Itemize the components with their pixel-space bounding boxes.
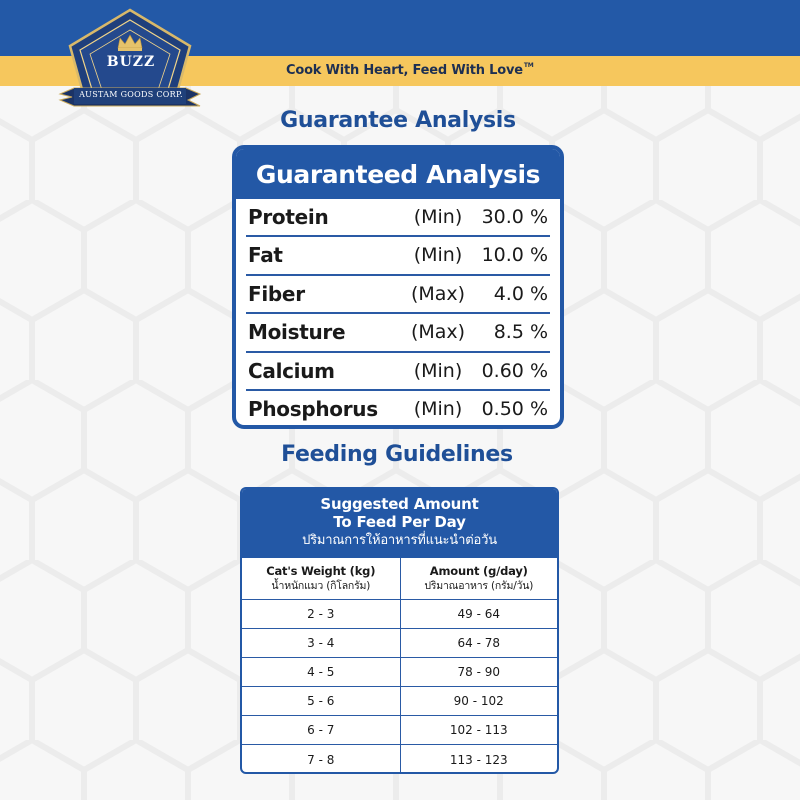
feeding-title-thai: ปริมาณการให้อาหารที่แนะนำต่อวัน (302, 533, 497, 548)
logo-ribbon-text: AUSTAM GOODS CORP. (79, 90, 183, 99)
feeding-guidelines-card: Suggested Amount To Feed Per Day ปริมาณก… (240, 487, 559, 774)
analysis-row-fiber: Fiber (Max) 4.0 % (246, 276, 550, 315)
nutrient-qualifier: (Min) (413, 206, 463, 228)
nutrient-name: Moisture (248, 320, 346, 345)
nutrient-name: Calcium (248, 358, 335, 383)
nutrient-value: 8.5 % (493, 321, 548, 344)
guarantee-analysis-heading: Guarantee Analysis (280, 108, 516, 133)
analysis-row-moisture: Moisture (Max) 8.5 % (246, 314, 550, 353)
nutrient-name: Fiber (248, 281, 305, 306)
column-header-weight-label: Cat's Weight (kg) (266, 564, 376, 579)
logo-brand-name: BUZZ (106, 54, 156, 70)
column-header-amount: Amount (g/day) ปริมาณอาหาร (กรัม/วัน) (399, 558, 557, 600)
nutrient-value: 0.50 % (481, 397, 548, 420)
table-row: 7 - 8 113 - 123 (242, 744, 557, 772)
feeding-table: Cat's Weight (kg) น้ำหนักแมว (กิโลกรัม) … (242, 558, 557, 772)
nutrient-value: 30.0 % (481, 206, 548, 228)
table-row: 5 - 6 90 - 102 (242, 686, 557, 717)
buzz-logo-badge (58, 8, 202, 107)
feeding-table-title: Suggested Amount To Feed Per Day ปริมาณก… (242, 489, 557, 558)
feeding-table-header-row: Cat's Weight (kg) น้ำหนักแมว (กิโลกรัม) … (242, 558, 557, 600)
analysis-row-calcium: Calcium (Min) 0.60 % (246, 353, 550, 391)
trademark-mark: TM (523, 62, 534, 69)
cell-weight: 7 - 8 (307, 752, 335, 767)
column-header-weight: Cat's Weight (kg) น้ำหนักแมว (กิโลกรัม) (242, 558, 400, 600)
guaranteed-analysis-rows: Protein (Min) 30.0 % Fat (Min) 10.0 % Fi… (236, 199, 560, 425)
nutrient-value: 10.0 % (481, 244, 548, 267)
nutrient-qualifier: (Min) (413, 397, 463, 420)
cell-weight: 4 - 5 (242, 657, 400, 688)
nutrient-value: 0.60 % (481, 359, 548, 382)
nutrient-qualifier: (Min) (413, 244, 463, 267)
cell-amount: 49 - 64 (399, 599, 557, 629)
column-header-weight-thai: น้ำหนักแมว (กิโลกรัม) (271, 580, 371, 593)
cell-weight: 5 - 6 (242, 686, 400, 717)
cell-amount: 78 - 90 (399, 657, 557, 688)
analysis-row-protein: Protein (Min) 30.0 % (246, 199, 550, 238)
cell-amount: 102 - 113 (399, 715, 557, 746)
nutrient-qualifier: (Min) (413, 359, 463, 382)
nutrient-name: Protein (248, 205, 329, 229)
cell-weight: 6 - 7 (242, 715, 400, 746)
nutrient-qualifier: (Max) (410, 282, 466, 305)
column-header-amount-thai: ปริมาณอาหาร (กรัม/วัน) (424, 580, 534, 593)
nutrient-qualifier: (Max) (410, 321, 466, 344)
table-row: 4 - 5 78 - 90 (242, 657, 557, 688)
feeding-guidelines-heading: Feeding Guidelines (281, 442, 513, 467)
feeding-title-line-2: To Feed Per Day (333, 513, 466, 531)
cell-amount: 64 - 78 (399, 628, 557, 658)
brand-tagline: Cook With Heart, Feed With LoveTM (286, 62, 534, 78)
nutrient-name: Phosphorus (248, 396, 378, 421)
analysis-row-fat: Fat (Min) 10.0 % (246, 237, 550, 276)
guaranteed-analysis-card: Guaranteed Analysis Protein (Min) 30.0 %… (232, 145, 564, 429)
nutrient-value: 4.0 % (493, 282, 548, 305)
cell-weight: 3 - 4 (242, 628, 400, 658)
cell-weight: 2 - 3 (242, 599, 400, 629)
table-row: 2 - 3 49 - 64 (242, 599, 557, 629)
cell-amount: 90 - 102 (399, 686, 557, 717)
cell-amount: 113 - 123 (399, 744, 557, 772)
feeding-title-line-1: Suggested Amount (320, 495, 479, 513)
table-row: 6 - 7 102 - 113 (242, 715, 557, 746)
table-row: 3 - 4 64 - 78 (242, 628, 557, 658)
nutrient-name: Fat (248, 243, 283, 268)
analysis-row-phosphorus: Phosphorus (Min) 0.50 % (246, 391, 550, 425)
column-header-amount-label: Amount (g/day) (429, 564, 528, 579)
guaranteed-analysis-title: Guaranteed Analysis (236, 149, 560, 199)
